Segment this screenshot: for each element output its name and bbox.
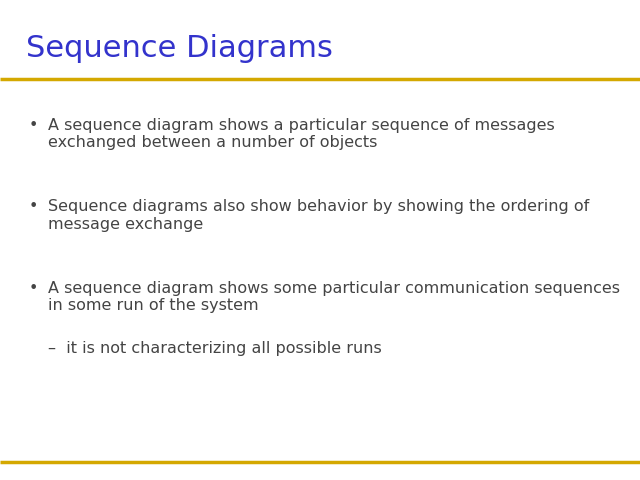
Text: •: •	[29, 199, 38, 214]
Text: •: •	[29, 118, 38, 132]
Text: Sequence diagrams also show behavior by showing the ordering of
message exchange: Sequence diagrams also show behavior by …	[48, 199, 589, 232]
Text: Sequence Diagrams: Sequence Diagrams	[26, 34, 332, 62]
Text: •: •	[29, 281, 38, 296]
Text: A sequence diagram shows a particular sequence of messages
exchanged between a n: A sequence diagram shows a particular se…	[48, 118, 555, 150]
Text: –  it is not characterizing all possible runs: – it is not characterizing all possible …	[48, 341, 381, 356]
Text: A sequence diagram shows some particular communication sequences
in some run of : A sequence diagram shows some particular…	[48, 281, 620, 313]
